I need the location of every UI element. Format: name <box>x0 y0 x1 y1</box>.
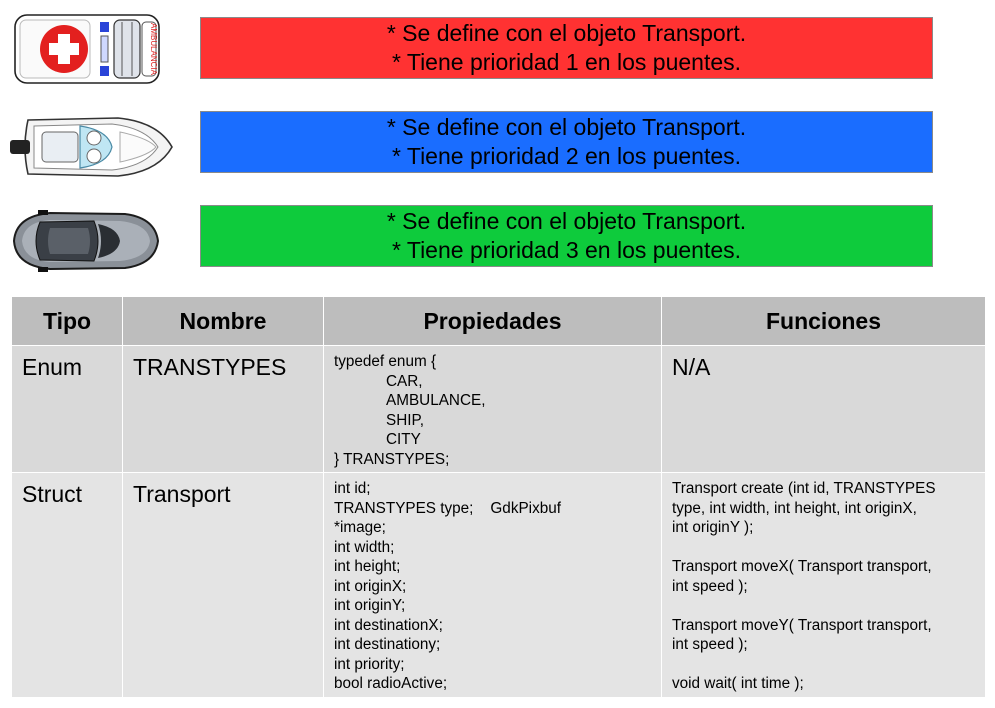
code-line: Transport create (int id, TRANSTYPES <box>672 480 936 497</box>
banner-line: * Se define con el objeto Transport. <box>386 20 747 46</box>
table-row: Enum TRANSTYPES typedef enum { CAR, AMBU… <box>11 345 986 473</box>
code-line: Transport moveX( Transport transport, <box>672 558 932 575</box>
ambulance-side-text: AMBULANCIA <box>149 23 158 76</box>
code-line: typedef enum { <box>334 353 437 370</box>
code-line: CITY <box>386 431 421 448</box>
transport-table: Tipo Nombre Propiedades Funciones Enum T… <box>11 296 986 698</box>
header-tipo: Tipo <box>11 296 123 346</box>
cell-tipo: Struct <box>11 472 123 698</box>
cell-propiedades: typedef enum { CAR, AMBULANCE, SHIP, CIT… <box>323 345 662 473</box>
code-line: type, int width, int height, int originX… <box>672 499 917 517</box>
code-line: int id; <box>334 480 371 497</box>
code-line: SHIP, <box>386 411 424 429</box>
cell-tipo: Enum <box>11 345 123 473</box>
code-line: CAR, <box>386 372 423 390</box>
table-header-row: Tipo Nombre Propiedades Funciones <box>11 296 986 346</box>
cell-propiedades: int id; TRANSTYPES type; GdkPixbuf *imag… <box>323 472 662 698</box>
code-line: void wait( int time ); <box>672 675 804 692</box>
code-line: Transport moveY( Transport transport, <box>672 616 932 634</box>
banner-line: * Tiene prioridad 1 en los puentes. <box>391 49 742 75</box>
header-nombre: Nombre <box>122 296 324 346</box>
code-line: int priority; <box>334 655 405 673</box>
code-line: int originY; <box>334 597 406 614</box>
code-line: *image; <box>334 519 386 536</box>
code-line: int destinationX; <box>334 616 443 634</box>
code-line: AMBULANCE, <box>386 392 486 409</box>
cell-nombre: Transport <box>122 472 324 698</box>
code-line: int destinationy; <box>334 636 441 653</box>
code-line: } TRANSTYPES; <box>334 450 450 468</box>
header-propiedades: Propiedades <box>323 296 662 346</box>
code-line: int originX; <box>334 577 407 595</box>
code-line: int speed ); <box>672 636 748 653</box>
table-row: Struct Transport int id; TRANSTYPES type… <box>11 472 986 698</box>
code-line: int speed ); <box>672 577 748 595</box>
banner-line: * Se define con el objeto Transport. <box>386 114 747 140</box>
banner-line: * Tiene prioridad 3 en los puentes. <box>391 237 742 263</box>
cell-funciones: Transport create (int id, TRANSTYPES typ… <box>661 472 986 698</box>
banner-line: * Se define con el objeto Transport. <box>386 208 747 234</box>
cell-funciones: N/A <box>661 345 986 473</box>
ambulance-icon: AMBULANCIA <box>14 14 160 84</box>
code-line: int height; <box>334 558 401 575</box>
code-line: int originY ); <box>672 519 754 536</box>
cell-nombre: TRANSTYPES <box>122 345 324 473</box>
priority-2-banner: * Se define con el objeto Transport. * T… <box>200 111 933 173</box>
code-line: bool radioActive; <box>334 675 448 692</box>
priority-3-banner: * Se define con el objeto Transport. * T… <box>200 205 933 267</box>
priority-1-banner: * Se define con el objeto Transport. * T… <box>200 17 933 79</box>
code-line: TRANSTYPES type; GdkPixbuf <box>334 499 561 517</box>
header-funciones: Funciones <box>661 296 986 346</box>
code-line: int width; <box>334 538 395 556</box>
ship-icon <box>10 117 173 177</box>
banner-line: * Tiene prioridad 2 en los puentes. <box>391 143 742 169</box>
car-icon <box>12 210 160 272</box>
